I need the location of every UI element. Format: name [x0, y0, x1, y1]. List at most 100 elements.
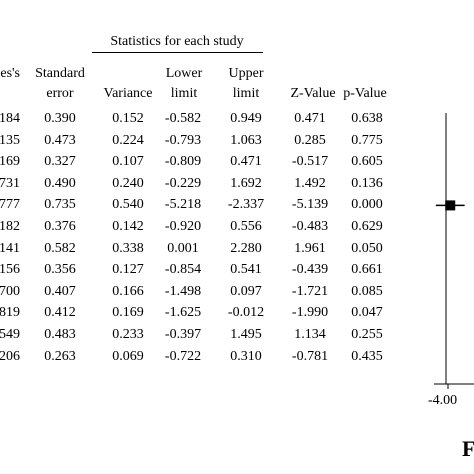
x-axis-tick-label: -4.00 [428, 393, 458, 408]
table-cell-hedges: 777 [0, 197, 20, 213]
table-cell-var: 0.240 [112, 175, 144, 191]
table-cell-upper: 0.097 [230, 283, 262, 299]
table-cell-var: 0.338 [112, 240, 144, 256]
table-cell-p: 0.775 [351, 132, 383, 148]
table-cell-lower: -0.397 [164, 327, 202, 342]
table-cell-upper: 2.280 [230, 240, 262, 256]
table-cell-hedges: 700 [0, 283, 20, 299]
table-cell-p: 0.629 [351, 219, 383, 234]
table-cell-hedges: 141 [0, 240, 20, 256]
table-cell-se: 0.582 [44, 240, 76, 256]
table-cell-se: 0.390 [44, 111, 76, 126]
column-header-lower: limit [170, 86, 198, 101]
table-cell-p: 0.661 [351, 262, 383, 278]
table-cell-p: 0.605 [351, 154, 383, 170]
table-cell-upper: -2.337 [227, 197, 265, 213]
table-cell-hedges: 206 [0, 348, 20, 364]
column-header-upper: Upper [228, 66, 264, 81]
table-cell-lower: -1.625 [164, 305, 202, 321]
table-cell-p: 0.050 [351, 240, 383, 256]
table-cell-p: 0.085 [351, 283, 383, 299]
table-cell-upper: -0.012 [227, 305, 265, 321]
table-cell-upper: 1.692 [230, 175, 262, 191]
column-header-se: Standard [35, 66, 85, 81]
table-cell-z: -1.990 [291, 305, 329, 321]
column-header-lower: Lower [165, 66, 203, 81]
corner-label: F [462, 436, 474, 461]
table-cell-z: -0.483 [291, 219, 329, 234]
table-cell-z: 0.285 [294, 132, 326, 148]
table-cell-upper: 0.556 [230, 219, 262, 234]
table-cell-se: 0.263 [44, 348, 76, 364]
table-cell-se: 0.483 [44, 327, 76, 342]
table-cell-z: 1.134 [294, 327, 326, 342]
table-cell-var: 0.233 [112, 327, 144, 342]
table-cell-z: 1.961 [294, 240, 326, 256]
table-cell-var: 0.540 [112, 197, 144, 213]
table-cell-lower: -1.498 [164, 283, 202, 299]
table-cell-upper: 1.063 [230, 132, 262, 148]
table-cell-z: -0.517 [291, 154, 329, 170]
table-cell-hedges: 549 [0, 327, 20, 342]
table-cell-z: -5.139 [291, 197, 329, 213]
table-cell-hedges: 731 [0, 175, 20, 191]
table-cell-p: 0.638 [351, 111, 383, 126]
table-cell-se: 0.735 [44, 197, 76, 213]
table-cell-var: 0.152 [112, 111, 144, 126]
table-cell-upper: 0.471 [230, 154, 262, 170]
table-cell-upper: 0.541 [230, 262, 262, 278]
table-cell-p: 0.000 [351, 197, 383, 213]
table-cell-hedges: 135 [0, 132, 20, 148]
table-cell-upper: 1.495 [230, 327, 262, 342]
table-cell-hedges: 819 [0, 305, 20, 321]
table-cell-se: 0.407 [44, 283, 76, 299]
table-cell-hedges: 184 [0, 111, 20, 126]
table-cell-se: 0.490 [44, 175, 76, 191]
table-cell-z: 0.471 [294, 111, 326, 126]
table-cell-lower: -0.920 [164, 219, 202, 234]
table-cell-z: -0.439 [291, 262, 329, 278]
table-cell-var: 0.107 [112, 154, 144, 170]
table-cell-hedges: 182 [0, 219, 20, 234]
table-cell-z: 1.492 [294, 175, 326, 191]
table-cell-var: 0.224 [112, 132, 144, 148]
table-cell-hedges: 156 [0, 262, 20, 278]
table-cell-se: 0.376 [44, 219, 76, 234]
table-cell-hedges: 169 [0, 154, 20, 170]
table-cell-se: 0.356 [44, 262, 76, 278]
column-header-upper: limit [232, 86, 260, 101]
table-title: Statistics for each study [110, 34, 244, 49]
column-header-hedges: es's [0, 66, 20, 81]
table-cell-se: 0.327 [44, 154, 76, 170]
table-cell-lower: -5.218 [164, 197, 202, 213]
title-underline [92, 52, 263, 53]
table-cell-var: 0.069 [112, 348, 144, 364]
column-header-p: p-Value [343, 86, 387, 101]
table-cell-se: 0.473 [44, 132, 76, 148]
column-header-var: Variance [103, 86, 153, 101]
table-cell-var: 0.169 [112, 305, 144, 321]
table-cell-lower: -0.229 [164, 175, 202, 191]
table-cell-lower: -0.793 [164, 132, 202, 148]
table-cell-var: 0.142 [112, 219, 144, 234]
effect-size-square [445, 200, 456, 211]
table-cell-lower: -0.809 [164, 154, 202, 170]
table-cell-upper: 0.949 [230, 111, 262, 126]
table-cell-lower: 0.001 [167, 240, 199, 256]
table-cell-p: 0.047 [351, 305, 383, 321]
table-cell-p: 0.435 [351, 348, 383, 364]
table-cell-p: 0.136 [351, 175, 383, 191]
table-cell-upper: 0.310 [230, 348, 262, 364]
column-header-z: Z-Value [290, 86, 336, 101]
table-cell-z: -0.781 [291, 348, 329, 364]
table-cell-lower: -0.854 [164, 262, 202, 278]
column-header-se: error [46, 86, 74, 101]
table-cell-lower: -0.582 [164, 111, 202, 126]
table-cell-se: 0.412 [44, 305, 76, 321]
table-cell-var: 0.127 [112, 262, 144, 278]
table-cell-z: -1.721 [291, 283, 329, 299]
table-cell-var: 0.166 [112, 283, 144, 299]
table-cell-lower: -0.722 [164, 348, 202, 364]
